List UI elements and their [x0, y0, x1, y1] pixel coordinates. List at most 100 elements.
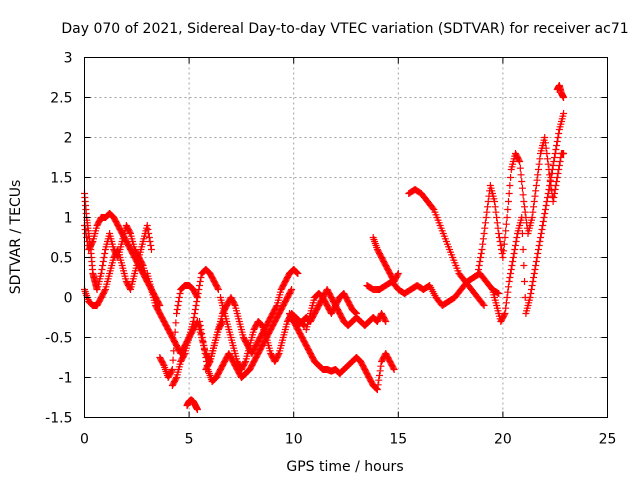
data-point	[552, 182, 560, 189]
data-point	[196, 278, 204, 285]
data-point	[509, 254, 517, 261]
data-point	[373, 385, 381, 393]
data-point	[189, 318, 197, 325]
data-point	[555, 166, 563, 173]
data-point	[541, 134, 549, 141]
data-point	[553, 174, 561, 181]
data-point	[515, 156, 523, 164]
data-point	[288, 286, 296, 293]
data-point	[519, 246, 527, 253]
data-point	[502, 227, 510, 235]
data-point	[542, 144, 550, 152]
data-point	[494, 289, 502, 297]
data-point	[196, 318, 204, 325]
data-point	[532, 262, 540, 269]
data-point	[394, 271, 402, 279]
data-point	[478, 246, 486, 253]
data-point	[553, 138, 561, 145]
data-point	[517, 171, 525, 179]
data-point	[507, 266, 515, 273]
data-point	[101, 250, 109, 257]
data-point	[534, 246, 542, 253]
data-point	[505, 278, 513, 285]
data-point	[82, 230, 90, 237]
data-point	[168, 366, 176, 373]
x-tick-label: 15	[389, 432, 407, 448]
data-point	[477, 254, 485, 261]
data-point	[527, 290, 535, 297]
data-point	[214, 284, 222, 292]
data-point	[539, 218, 547, 225]
data-point	[381, 316, 389, 324]
data-point	[534, 250, 542, 257]
data-point	[496, 238, 504, 245]
data-point	[551, 186, 559, 193]
data-point	[504, 198, 512, 205]
data-point	[549, 198, 557, 205]
series-trace-g	[183, 396, 201, 413]
data-point	[272, 303, 280, 311]
data-point	[501, 310, 509, 317]
data-point	[553, 142, 561, 149]
data-point	[541, 206, 549, 213]
data-point	[352, 310, 360, 317]
data-point	[507, 270, 515, 277]
data-points	[81, 82, 568, 413]
data-point	[534, 171, 542, 179]
x-tick-label: 10	[285, 432, 303, 448]
data-point	[508, 262, 516, 269]
data-point	[481, 219, 489, 227]
x-axis: 0 5 10 15 20 25	[80, 57, 616, 448]
data-point	[170, 347, 178, 355]
series-trace-h	[196, 286, 296, 385]
data-point	[293, 269, 301, 277]
data-point	[536, 155, 544, 163]
data-point	[526, 294, 534, 301]
data-point	[518, 214, 526, 221]
data-point	[191, 310, 199, 317]
data-point	[191, 306, 199, 313]
data-point	[198, 330, 206, 337]
data-point	[376, 367, 384, 375]
data-point	[507, 174, 515, 181]
data-point	[382, 318, 390, 325]
data-point	[474, 270, 482, 277]
data-point	[168, 367, 176, 375]
data-point	[351, 308, 359, 316]
data-point	[377, 362, 385, 370]
data-point	[170, 338, 178, 345]
series-trace-n	[369, 234, 402, 285]
y-tick-label: -0.5	[45, 331, 72, 347]
series-trace-c	[81, 246, 151, 309]
data-point	[516, 158, 524, 165]
data-point	[547, 174, 555, 181]
y-axis: -1.5 -1 -0.5 0 0.5 1 1.5 2 2.5 3	[45, 51, 608, 427]
data-point	[500, 247, 508, 255]
data-point	[193, 298, 201, 305]
data-point	[484, 198, 492, 205]
data-point	[193, 406, 201, 413]
y-axis-label: SDTVAR / TECUs	[8, 180, 24, 295]
data-point	[200, 346, 208, 353]
data-point	[529, 278, 537, 285]
data-point	[551, 150, 559, 157]
data-point	[536, 238, 544, 245]
x-tick-label: 20	[494, 432, 512, 448]
data-point	[506, 274, 514, 281]
data-point	[97, 270, 105, 277]
data-point	[481, 224, 489, 232]
data-point	[196, 322, 204, 329]
data-point	[241, 359, 249, 367]
data-point	[145, 234, 153, 241]
series-trace-k	[286, 310, 398, 393]
data-point	[520, 262, 528, 269]
data-point	[532, 187, 540, 195]
data-point	[527, 286, 535, 293]
data-point	[520, 198, 528, 205]
data-point	[99, 258, 107, 265]
data-point	[126, 228, 134, 236]
data-point	[126, 284, 134, 292]
data-point	[531, 192, 539, 200]
data-point	[546, 178, 554, 185]
data-point	[532, 182, 540, 189]
